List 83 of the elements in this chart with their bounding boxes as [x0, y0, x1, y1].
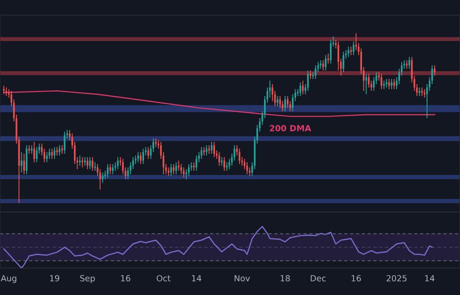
candlestick	[102, 172, 104, 184]
x-tick-label: 16	[352, 275, 361, 282]
candlestick	[26, 144, 28, 175]
candlestick	[203, 146, 205, 156]
x-tick-label: 16	[121, 275, 130, 282]
candlestick	[94, 162, 96, 172]
candlestick	[424, 88, 426, 98]
candlestick	[23, 153, 25, 175]
x-tick-label: 14	[192, 275, 202, 282]
candlestick	[330, 39, 332, 64]
candlestick	[196, 155, 198, 172]
candlestick	[324, 54, 326, 71]
candlestick	[307, 70, 309, 92]
candlestick	[172, 164, 174, 175]
candlestick	[109, 164, 112, 175]
x-tick-label: Dec	[310, 275, 326, 282]
candlestick	[178, 160, 180, 172]
x-tick-label: Sep	[80, 275, 95, 284]
candlestick	[279, 96, 281, 108]
candlestick	[46, 152, 48, 163]
candlestick	[86, 156, 88, 170]
candlestick	[58, 144, 60, 156]
candlestick	[64, 131, 66, 154]
candlestick	[51, 148, 53, 160]
candlestick	[79, 155, 81, 166]
candlestick	[127, 166, 129, 180]
candlestick	[234, 144, 236, 162]
candlestick	[84, 156, 86, 166]
candlestick	[142, 148, 144, 164]
candlestick	[393, 78, 395, 90]
candlestick	[383, 80, 385, 90]
x-tick-label: Oct	[156, 275, 170, 282]
candlestick	[244, 158, 246, 170]
candlestick	[132, 156, 134, 170]
candlestick	[322, 60, 324, 71]
candlestick	[92, 156, 94, 172]
candlestick	[175, 162, 177, 175]
candlestick	[276, 96, 278, 107]
candlestick	[193, 162, 195, 172]
candlestick	[137, 152, 139, 163]
candlestick	[421, 87, 423, 96]
candlestick	[61, 144, 63, 154]
candlestick	[320, 60, 322, 70]
candlestick	[213, 141, 215, 158]
candlestick	[342, 51, 344, 73]
candlestick	[418, 87, 420, 96]
candlestick	[388, 78, 390, 90]
candlestick	[314, 64, 316, 80]
candlestick	[20, 152, 22, 173]
series-label: 200 DMA	[270, 125, 312, 132]
candlestick	[56, 146, 58, 156]
x-tick-label: 14	[425, 275, 434, 282]
candlestick	[200, 146, 202, 160]
x-tick-label: 19	[50, 275, 60, 282]
candlestick	[223, 156, 226, 172]
candlestick	[327, 53, 330, 64]
candlestick	[284, 96, 286, 112]
candlestick	[238, 148, 240, 164]
x-tick-label: Aug	[0, 275, 16, 284]
candlestick	[112, 164, 114, 175]
candlestick	[348, 46, 350, 58]
candlestick	[89, 156, 91, 170]
x-tick-label: 2025	[386, 275, 407, 282]
candlestick	[82, 156, 84, 168]
candlestick	[246, 162, 248, 175]
candlestick	[310, 70, 312, 80]
candlestick	[206, 144, 208, 156]
candlestick	[33, 141, 36, 163]
candlestick	[386, 78, 388, 88]
candlestick	[352, 41, 354, 56]
x-tick-label: 18	[280, 275, 290, 282]
x-tick-label: Nov	[234, 275, 250, 282]
candlestick	[54, 146, 56, 160]
candlestick	[350, 46, 352, 56]
candlestick	[208, 144, 210, 154]
candlestick	[28, 144, 30, 154]
candlestick	[36, 146, 38, 163]
candlestick	[380, 73, 382, 90]
candlestick	[168, 166, 170, 176]
candlestick	[218, 152, 220, 166]
candlestick	[48, 148, 50, 160]
candlestick	[390, 78, 392, 90]
candlestick	[180, 164, 182, 175]
